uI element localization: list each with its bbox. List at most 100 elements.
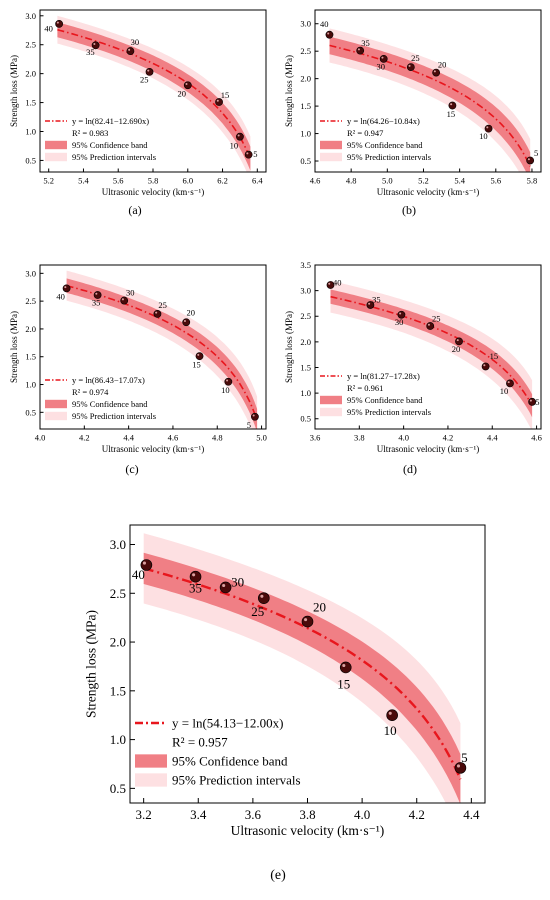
data-point-highlight bbox=[486, 126, 489, 129]
x-tick-label: 6.0 bbox=[182, 176, 193, 186]
panel-label: (b) bbox=[402, 203, 416, 217]
y-axis-label: Strength loss (MPa) bbox=[284, 55, 294, 127]
data-point bbox=[406, 63, 415, 72]
chart-a: 5.2 5.4 5.6 5.8 6.0 6.2 6.4 0.5 1.0 1.5 2.0 2.5 3.0 U… bbox=[9, 9, 267, 197]
fit-line bbox=[329, 44, 531, 167]
plot-frame bbox=[314, 9, 542, 173]
data-point-highlight bbox=[183, 319, 186, 323]
point-label: 35 bbox=[92, 298, 101, 308]
point-label: 35 bbox=[189, 581, 202, 596]
x-tick-label: 4.4 bbox=[487, 433, 498, 443]
data-point bbox=[120, 296, 129, 305]
y-tick-label: 3.0 bbox=[25, 268, 36, 278]
fit-line bbox=[143, 567, 462, 780]
point-label: 35 bbox=[372, 295, 381, 305]
panel-label: (c) bbox=[125, 462, 139, 476]
y-tick-label: 0.5 bbox=[300, 414, 311, 424]
prediction-band bbox=[66, 270, 258, 429]
data-point bbox=[219, 581, 232, 594]
y-tick-label: 1.5 bbox=[25, 98, 36, 108]
data-point-highlight bbox=[56, 21, 59, 24]
data-point-highlight bbox=[381, 56, 384, 59]
panel-label: (a) bbox=[128, 203, 142, 217]
data-point-highlight bbox=[342, 663, 346, 668]
legend-pi-swatch bbox=[320, 152, 342, 162]
x-tick-label: 5.8 bbox=[148, 176, 159, 186]
y-tick-label: 2.5 bbox=[300, 46, 311, 56]
x-tick-label: 4.8 bbox=[346, 176, 357, 186]
legend-r2-label: R² = 0.983 bbox=[72, 128, 108, 138]
y-tick-label: 3.0 bbox=[300, 19, 311, 29]
data-point-highlight bbox=[155, 311, 158, 314]
point-label: 10 bbox=[384, 723, 397, 738]
x-axis-label: Ultrasonic velocity (km·s⁻¹) bbox=[231, 823, 385, 838]
chart-panel-b: 4.6 4.8 5.0 5.2 5.4 5.6 5.8 0.5 1.0 1.5 2.0 2.5 3.0 U… bbox=[275, 0, 550, 240]
data-point bbox=[258, 592, 270, 604]
legend-pi-label: 95% Prediction intervals bbox=[347, 152, 431, 162]
point-label: 15 bbox=[490, 351, 499, 361]
point-label: 30 bbox=[376, 61, 385, 71]
legend-ci-label: 95% Confidence band bbox=[347, 140, 423, 150]
y-tick-label: 1.5 bbox=[300, 362, 311, 372]
point-label: 15 bbox=[337, 676, 350, 691]
y-tick-label: 0.5 bbox=[25, 155, 36, 165]
point-label: 10 bbox=[500, 386, 509, 396]
data-point-highlight bbox=[142, 561, 146, 565]
legend-pi-label: 95% Prediction intervals bbox=[172, 773, 301, 788]
x-tick-label: 4.2 bbox=[443, 433, 454, 443]
point-label: 25 bbox=[140, 74, 149, 84]
data-point bbox=[325, 30, 334, 39]
legend-ci-swatch bbox=[320, 140, 342, 150]
x-axis-label: Ultrasonic velocity (km·s⁻¹) bbox=[377, 187, 479, 197]
legend-ci-swatch bbox=[45, 399, 67, 409]
point-label: 20 bbox=[452, 344, 461, 354]
x-tick-label: 5.4 bbox=[454, 176, 465, 186]
point-label: 30 bbox=[131, 37, 140, 47]
data-point bbox=[251, 412, 259, 421]
legend-fit-label: y = ln(82.41−12.690x) bbox=[72, 116, 149, 126]
data-point-highlight bbox=[456, 339, 459, 342]
legend-r2-label: R² = 0.974 bbox=[72, 387, 109, 397]
data-point-highlight bbox=[327, 32, 330, 35]
legend-pi-swatch bbox=[320, 407, 342, 417]
legend-ci-swatch bbox=[320, 395, 342, 405]
point-label: 25 bbox=[432, 313, 441, 323]
point-label: 20 bbox=[186, 308, 195, 318]
legend-ci-label: 95% Confidence band bbox=[72, 140, 148, 150]
data-point-highlight bbox=[147, 69, 150, 72]
x-tick-label: 5.6 bbox=[490, 176, 501, 186]
data-point bbox=[236, 132, 244, 141]
point-label: 20 bbox=[438, 59, 447, 69]
point-label: 30 bbox=[231, 574, 244, 589]
data-point-highlight bbox=[226, 379, 229, 382]
plot-frame bbox=[39, 264, 267, 430]
y-tick-label: 2.0 bbox=[110, 635, 126, 650]
point-label: 25 bbox=[158, 300, 167, 310]
data-point bbox=[182, 318, 191, 327]
y-tick-label: 2.5 bbox=[110, 586, 126, 601]
legend-r2-label: R² = 0.947 bbox=[347, 128, 383, 138]
point-label: 10 bbox=[230, 141, 239, 151]
y-axis-label: Strength loss (MPa) bbox=[284, 311, 294, 383]
data-point-highlight bbox=[527, 158, 530, 161]
y-tick-label: 0.5 bbox=[25, 407, 36, 417]
x-tick-label: 3.8 bbox=[354, 433, 365, 443]
x-tick-label: 5.6 bbox=[113, 176, 124, 186]
plot-frame bbox=[314, 264, 542, 430]
legend-pi-swatch bbox=[45, 411, 67, 421]
data-point bbox=[301, 615, 314, 628]
x-tick-label: 4.6 bbox=[531, 433, 542, 443]
x-tick-label: 3.6 bbox=[310, 433, 321, 443]
x-tick-label: 4.2 bbox=[409, 807, 425, 822]
x-tick-label: 5.4 bbox=[78, 176, 89, 186]
point-label: 5 bbox=[534, 148, 538, 158]
data-point-highlight bbox=[357, 48, 360, 51]
chart-panel-e: 3.2 3.4 3.6 3.8 4.0 4.2 4.4 0.5 1.0 1.5 2.0 2.5 3.0 U… bbox=[60, 510, 500, 900]
data-point-highlight bbox=[222, 583, 226, 588]
legend-ci-label: 95% Confidence band bbox=[72, 399, 148, 409]
point-label: 25 bbox=[411, 53, 420, 63]
y-tick-label: 3.0 bbox=[300, 286, 311, 296]
data-point-highlight bbox=[260, 594, 264, 598]
x-tick-label: 4.4 bbox=[123, 433, 134, 443]
data-point-highlight bbox=[368, 302, 371, 305]
